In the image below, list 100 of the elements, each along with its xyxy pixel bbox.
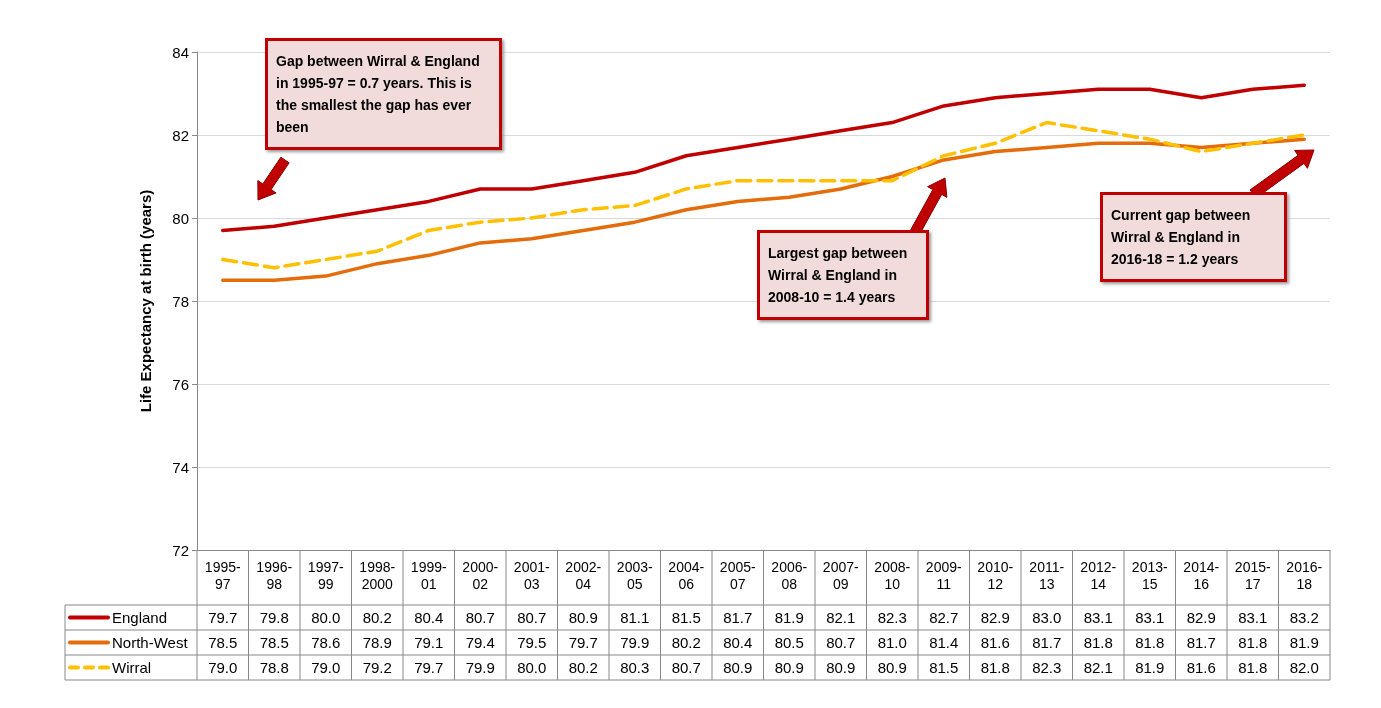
x-tick-label: 1997-99 — [307, 558, 344, 592]
data-label: 82.3 — [1032, 659, 1062, 676]
data-label: 80.2 — [568, 659, 598, 676]
data-label: 79.0 — [311, 659, 341, 676]
data-label: 80.4 — [414, 609, 444, 626]
data-label: 80.9 — [568, 609, 598, 626]
y-tick-label: 76 — [172, 375, 189, 393]
data-label: 81.9 — [1135, 659, 1165, 676]
data-label: 81.0 — [877, 634, 907, 651]
data-label: 80.4 — [723, 634, 753, 651]
data-label: 79.9 — [465, 659, 495, 676]
data-label: 82.9 — [1186, 609, 1216, 626]
data-label: 81.5 — [671, 609, 701, 626]
y-tick-label: 84 — [172, 43, 189, 61]
legend-label: North-West — [112, 634, 189, 651]
data-label: 80.3 — [620, 659, 650, 676]
data-label: 78.5 — [259, 634, 289, 651]
data-label: 81.8 — [1238, 659, 1268, 676]
data-label: 78.8 — [259, 659, 289, 676]
data-label: 82.7 — [929, 609, 959, 626]
data-label: 81.7 — [723, 609, 753, 626]
x-tick-label: 1999-01 — [410, 558, 447, 592]
data-label: 79.5 — [517, 634, 547, 651]
x-tick-label: 2009-11 — [925, 558, 962, 592]
data-label: 80.9 — [826, 659, 856, 676]
data-label: 81.8 — [1238, 634, 1268, 651]
data-label: 80.0 — [517, 659, 547, 676]
data-label: 80.2 — [362, 609, 392, 626]
x-tick-label: 2010-12 — [977, 558, 1014, 592]
data-label: 81.6 — [980, 634, 1010, 651]
x-tick-label: 2000-02 — [462, 558, 499, 592]
data-label: 81.9 — [1289, 634, 1319, 651]
data-label: 80.5 — [774, 634, 804, 651]
x-tick-label: 2001-03 — [513, 558, 550, 592]
line-series — [221, 120, 1306, 270]
x-tick-label: 1998-2000 — [359, 558, 396, 592]
x-tick-label: 1996-98 — [256, 558, 293, 592]
callout-box: Largest gap between Wirral & England in 2008-10 = 1.4 years — [757, 230, 929, 320]
data-label: 81.7 — [1186, 634, 1216, 651]
data-label: 79.7 — [568, 634, 598, 651]
data-label: 80.7 — [465, 609, 495, 626]
x-tick-label: 2006-08 — [771, 558, 808, 592]
data-label: 79.4 — [465, 634, 495, 651]
data-label: 80.7 — [826, 634, 856, 651]
data-label: 78.5 — [208, 634, 238, 651]
y-tick-label: 80 — [172, 209, 189, 227]
data-label: 81.5 — [929, 659, 959, 676]
data-label: 81.7 — [1032, 634, 1062, 651]
x-tick-label: 2012-14 — [1080, 558, 1117, 592]
y-tick-label: 74 — [172, 458, 189, 476]
data-label: 79.1 — [414, 634, 444, 651]
data-label: 80.9 — [774, 659, 804, 676]
x-tick-label: 2007-09 — [822, 558, 859, 592]
data-label: 82.1 — [1083, 659, 1113, 676]
data-label: 83.1 — [1238, 609, 1268, 626]
data-label: 79.8 — [259, 609, 289, 626]
callout-box: Current gap between Wirral & England in 2016-18 = 1.2 years — [1100, 192, 1287, 282]
data-label: 80.9 — [877, 659, 907, 676]
x-tick-label: 2003-05 — [616, 558, 653, 592]
x-tick-label: 2016-18 — [1286, 558, 1323, 592]
data-label: 81.9 — [774, 609, 804, 626]
data-label: 83.2 — [1289, 609, 1319, 626]
legend-label: Wirral — [112, 659, 152, 676]
data-label: 80.7 — [517, 609, 547, 626]
data-label: 83.1 — [1083, 609, 1113, 626]
data-label: 81.1 — [620, 609, 650, 626]
data-label: 81.8 — [980, 659, 1010, 676]
data-label: 80.2 — [671, 634, 701, 651]
data-label: 79.7 — [414, 659, 444, 676]
x-tick-label: 2013-15 — [1131, 558, 1168, 592]
data-label: 82.1 — [826, 609, 856, 626]
data-label: 79.9 — [620, 634, 650, 651]
callout-box: Gap between Wirral & England in 1995-97 = 0.7 years. This is the smallest the gap has ever been — [265, 38, 502, 150]
data-label: 80.9 — [723, 659, 753, 676]
data-label: 82.9 — [980, 609, 1010, 626]
x-tick-label: 2002-04 — [565, 558, 602, 592]
y-tick-label: 78 — [172, 292, 189, 310]
x-tick-label: 1995-97 — [204, 558, 241, 592]
data-label: 80.7 — [671, 659, 701, 676]
data-label: 81.4 — [929, 634, 959, 651]
data-label: 81.6 — [1186, 659, 1216, 676]
data-label: 78.9 — [362, 634, 392, 651]
y-tick-label: 72 — [172, 541, 189, 559]
data-label: 83.1 — [1135, 609, 1165, 626]
data-label: 82.3 — [877, 609, 907, 626]
data-label: 83.0 — [1032, 609, 1062, 626]
legend-label: England — [112, 609, 168, 626]
x-tick-label: 2005-07 — [719, 558, 756, 592]
x-tick-label: 2004-06 — [668, 558, 705, 592]
data-label: 82.0 — [1289, 659, 1319, 676]
x-tick-label: 2008-10 — [874, 558, 911, 592]
data-label: 80.0 — [311, 609, 341, 626]
data-label: 81.8 — [1083, 634, 1113, 651]
data-label: 78.6 — [311, 634, 341, 651]
data-label: 79.7 — [208, 609, 238, 626]
x-tick-label: 2011-13 — [1029, 558, 1065, 592]
data-label: 81.8 — [1135, 634, 1165, 651]
x-tick-label: 2014-16 — [1183, 558, 1220, 592]
line-series — [221, 137, 1306, 282]
y-axis-title: Life Expectancy at birth (years) — [137, 189, 154, 413]
